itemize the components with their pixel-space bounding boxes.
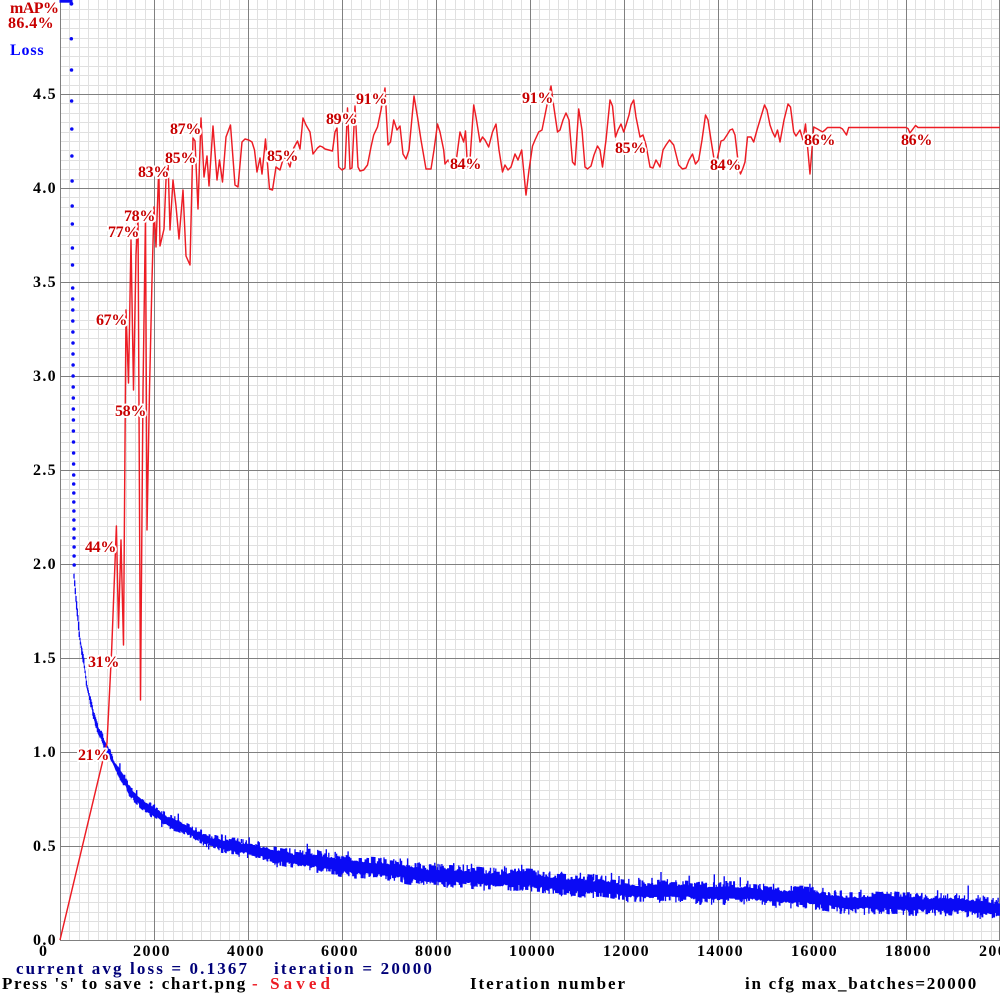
svg-text:4.0: 4.0 [33, 180, 57, 197]
svg-text:31%: 31% [88, 654, 119, 671]
svg-text:85%: 85% [267, 148, 298, 165]
svg-text:12000: 12000 [603, 943, 650, 960]
svg-text:86%: 86% [901, 132, 932, 149]
svg-text:iteration = 20000: iteration = 20000 [274, 959, 434, 978]
svg-text:91%: 91% [356, 91, 387, 108]
svg-text:Press 's' to save : chart.png: Press 's' to save : chart.png [2, 974, 247, 993]
svg-text:86%: 86% [804, 132, 835, 149]
svg-text:85%: 85% [615, 140, 646, 157]
svg-text:78%: 78% [124, 208, 155, 225]
svg-text:20000: 20000 [979, 943, 1000, 960]
svg-text:2.0: 2.0 [33, 556, 57, 573]
svg-text:77%: 77% [108, 224, 139, 241]
svg-text:18000: 18000 [885, 943, 932, 960]
svg-text:in cfg max_batches=20000: in cfg max_batches=20000 [745, 974, 978, 993]
svg-text:- Saved: - Saved [252, 974, 334, 993]
svg-text:2.5: 2.5 [33, 462, 57, 479]
svg-text:85%: 85% [165, 150, 196, 167]
svg-text:0: 0 [39, 943, 49, 960]
svg-text:67%: 67% [96, 312, 127, 329]
svg-text:21%: 21% [78, 747, 109, 764]
svg-text:mAP%: mAP% [10, 0, 59, 17]
svg-text:6000: 6000 [321, 943, 359, 960]
svg-text:58%: 58% [115, 403, 146, 420]
svg-text:3.0: 3.0 [33, 368, 57, 385]
svg-text:86.4%: 86.4% [8, 15, 54, 32]
svg-text:2000: 2000 [133, 943, 171, 960]
svg-text:16000: 16000 [791, 943, 838, 960]
svg-text:1.5: 1.5 [33, 650, 57, 667]
svg-text:91%: 91% [522, 90, 553, 107]
svg-text:8000: 8000 [415, 943, 453, 960]
svg-text:Iteration number: Iteration number [470, 974, 627, 993]
svg-text:87%: 87% [170, 121, 201, 138]
svg-text:0.5: 0.5 [33, 838, 57, 855]
svg-text:1.0: 1.0 [33, 744, 57, 761]
svg-text:current avg loss = 0.1367: current avg loss = 0.1367 [16, 959, 249, 978]
svg-text:Loss: Loss [10, 42, 45, 59]
svg-text:10000: 10000 [509, 943, 556, 960]
svg-text:4000: 4000 [227, 943, 265, 960]
svg-text:14000: 14000 [697, 943, 744, 960]
svg-text:84%: 84% [710, 157, 741, 174]
svg-text:0.0: 0.0 [33, 932, 57, 949]
svg-text:84%: 84% [450, 156, 481, 173]
svg-text:4.5: 4.5 [33, 86, 57, 103]
svg-text:83%: 83% [138, 164, 169, 181]
svg-text:44%: 44% [85, 539, 116, 556]
svg-text:3.5: 3.5 [33, 274, 57, 291]
svg-text:89%: 89% [326, 111, 357, 128]
